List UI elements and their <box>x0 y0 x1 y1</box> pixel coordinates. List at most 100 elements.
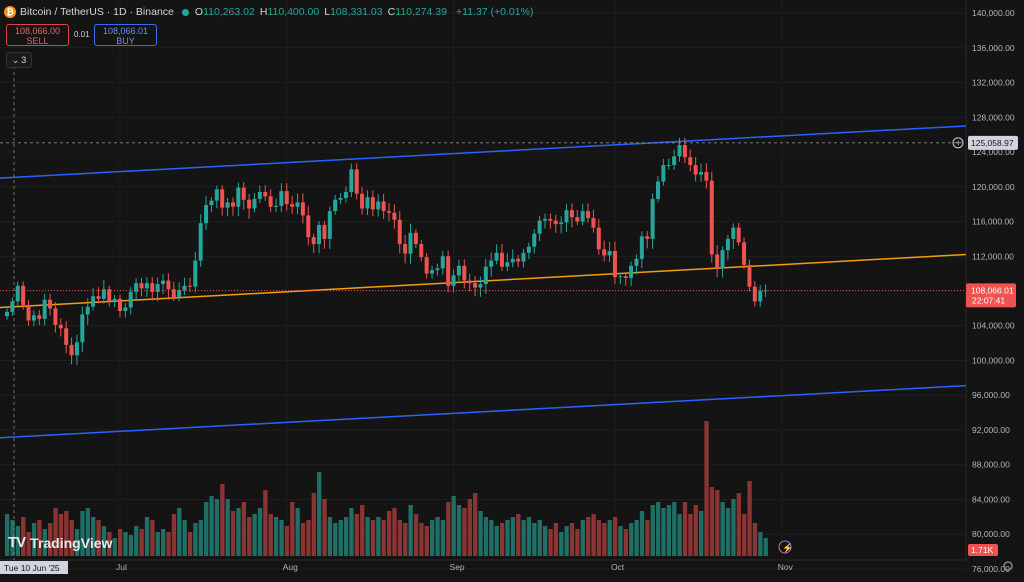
candle-body <box>742 242 747 265</box>
tradingview-logo[interactable]: TV TradingView <box>8 534 112 551</box>
volume-bar <box>505 520 510 556</box>
volume-bar <box>467 499 472 556</box>
volume-bar <box>699 511 704 556</box>
volume-bar <box>693 505 698 556</box>
candle-body <box>225 202 230 208</box>
candle-body <box>311 237 316 245</box>
y-tick-label: 84,000.00 <box>972 494 1010 504</box>
candle-body <box>257 191 262 199</box>
volume-bar <box>144 517 150 556</box>
volume-bar <box>456 505 462 556</box>
candle-body <box>42 299 47 319</box>
volume-bar <box>80 511 85 556</box>
volume-bar <box>607 520 612 556</box>
candle-body <box>532 233 537 247</box>
volume-bar <box>230 511 236 556</box>
candle-body <box>618 276 623 278</box>
candle-body <box>193 260 198 287</box>
volume-bar <box>204 502 209 556</box>
volume-bar <box>48 523 53 556</box>
volume-bar <box>747 481 752 556</box>
tradingview-icon: TV <box>8 534 26 551</box>
volume-bar <box>279 520 284 556</box>
candle-body <box>403 244 408 254</box>
y-tick-label: 104,000.00 <box>972 321 1015 331</box>
y-tick-label: 80,000.00 <box>972 529 1010 539</box>
volume-bar <box>736 493 741 556</box>
candle-body <box>424 257 429 274</box>
volume-bar <box>107 532 112 556</box>
candle-body <box>74 342 79 356</box>
volume-bar <box>209 496 214 556</box>
volume-bar <box>618 526 623 556</box>
buy-button[interactable]: 108,066.01 BUY <box>94 24 157 46</box>
volume-bar <box>715 490 720 556</box>
volume-bar <box>575 529 580 556</box>
candle-body <box>559 222 564 225</box>
volume-bar <box>134 526 139 556</box>
change-value: +11.37 (+0.01%) <box>456 6 534 18</box>
volume-bar <box>403 523 408 556</box>
volume-bar <box>349 508 354 556</box>
y-tick-label: 112,000.00 <box>972 251 1014 261</box>
candle-body <box>682 145 687 158</box>
volume-bar <box>42 529 47 556</box>
volume-bar <box>596 520 602 556</box>
volume-bar <box>424 526 429 556</box>
lightning-glyph: ⚡ <box>782 542 793 554</box>
volume-bar <box>413 514 419 556</box>
indicators-collapse-button[interactable]: ⌄ 3 <box>6 52 32 68</box>
candle-body <box>688 157 693 166</box>
candle-body <box>171 289 176 298</box>
candle-body <box>499 252 504 267</box>
candle-body <box>64 328 69 345</box>
channel-midline <box>0 253 967 309</box>
candle-body <box>187 285 192 287</box>
countdown-label: 22:07:41 <box>972 295 1005 305</box>
volume-bar <box>758 532 763 556</box>
candle-body <box>435 268 440 271</box>
candle-body <box>37 315 42 319</box>
candle-body <box>230 202 235 207</box>
volume-bar <box>526 517 532 556</box>
candle-body <box>548 218 553 221</box>
volume-bar <box>446 502 451 556</box>
candle-body <box>462 265 467 281</box>
candle-body <box>343 191 348 199</box>
candle-body <box>715 254 720 269</box>
volume-bar <box>430 520 435 556</box>
volume-bar <box>408 505 413 556</box>
sell-button[interactable]: 108,066.00 SELL <box>6 24 69 46</box>
lightning-icon <box>778 540 792 554</box>
symbol-title[interactable]: Bitcoin / TetherUS · 1D · Binance <box>20 6 174 18</box>
add-alert-icon <box>952 137 964 149</box>
candle-body <box>10 301 15 312</box>
candle-body <box>31 315 36 321</box>
volume-bar <box>612 517 618 556</box>
candle-body <box>117 298 122 311</box>
volume-bar <box>343 517 349 556</box>
spread-value: 0.01 <box>74 30 90 39</box>
volume-bar <box>569 523 575 556</box>
volume-bar <box>290 502 295 556</box>
volume-bar <box>306 520 311 556</box>
x-tick-label: Oct <box>611 562 625 572</box>
indicators-count: 3 <box>21 55 27 65</box>
y-tick-label: 96,000.00 <box>972 390 1010 400</box>
candle-body <box>451 275 456 286</box>
candle-body <box>645 236 650 239</box>
crosshair-price-label: 125,058.97 <box>971 138 1014 148</box>
bitcoin-icon[interactable]: ₿ <box>4 6 16 18</box>
candle-body <box>564 210 569 223</box>
candle-body <box>360 193 365 209</box>
volume-bar <box>510 517 516 556</box>
candle-body <box>537 220 542 234</box>
volume-bar <box>177 508 182 556</box>
volume-bar <box>252 514 257 556</box>
x-tick-label: Sep <box>450 562 465 572</box>
volume-bar <box>327 517 333 556</box>
volume-bar <box>629 523 634 556</box>
candle-body <box>300 202 305 216</box>
candle-body <box>763 290 768 292</box>
